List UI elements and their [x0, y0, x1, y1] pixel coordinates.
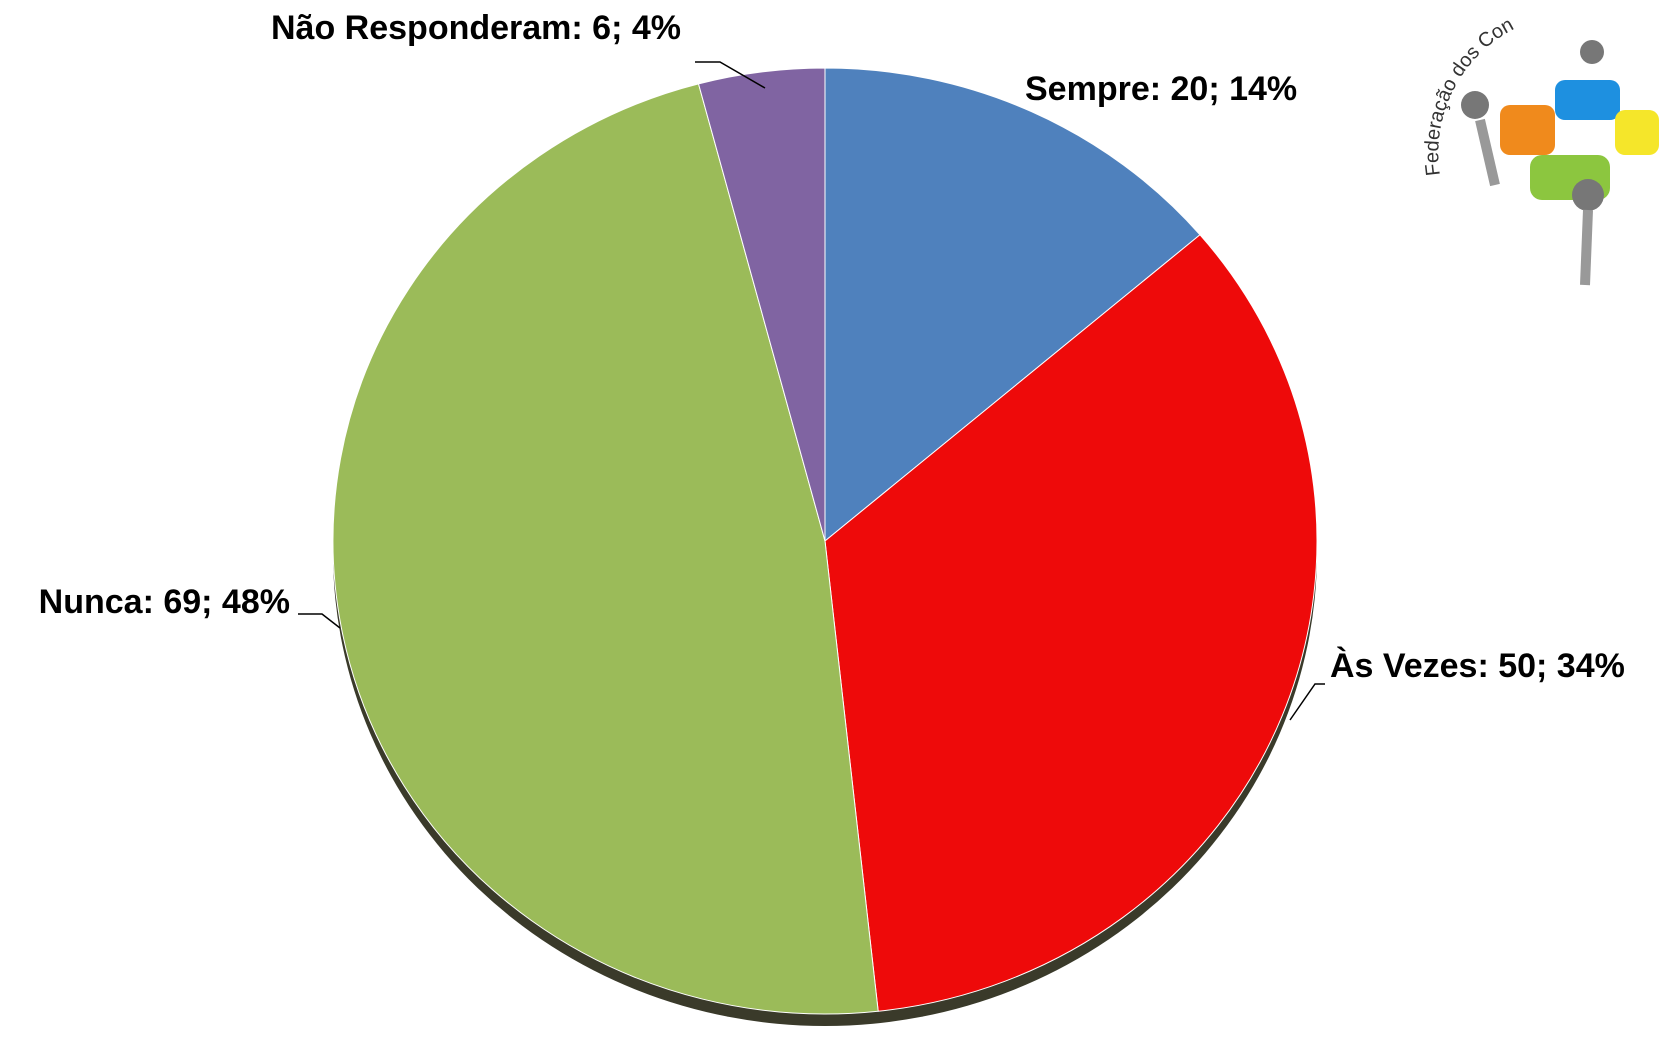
- chart: Sempre: 20; 14% Às Vezes: 50; 34% Nunca:…: [0, 0, 1659, 1049]
- leader-line: [298, 614, 340, 628]
- logo-piece: [1555, 80, 1620, 120]
- data-label: Não Responderam: 6; 4%: [271, 9, 681, 47]
- data-label: Sempre: 20; 14%: [1025, 70, 1297, 108]
- logo-piece: [1500, 105, 1555, 155]
- pie: [333, 68, 1317, 1014]
- logo-figure: [1480, 120, 1495, 185]
- logo-figure: [1580, 40, 1604, 64]
- data-label: Às Vezes: 50; 34%: [1330, 647, 1625, 685]
- data-label: Nunca: 69; 48%: [39, 583, 290, 621]
- logo-figure: [1572, 179, 1604, 211]
- logo-piece: [1615, 110, 1659, 155]
- logo-figure: [1461, 91, 1489, 119]
- logo: Federação dos Con: [1421, 14, 1659, 285]
- logo-figure: [1585, 210, 1588, 285]
